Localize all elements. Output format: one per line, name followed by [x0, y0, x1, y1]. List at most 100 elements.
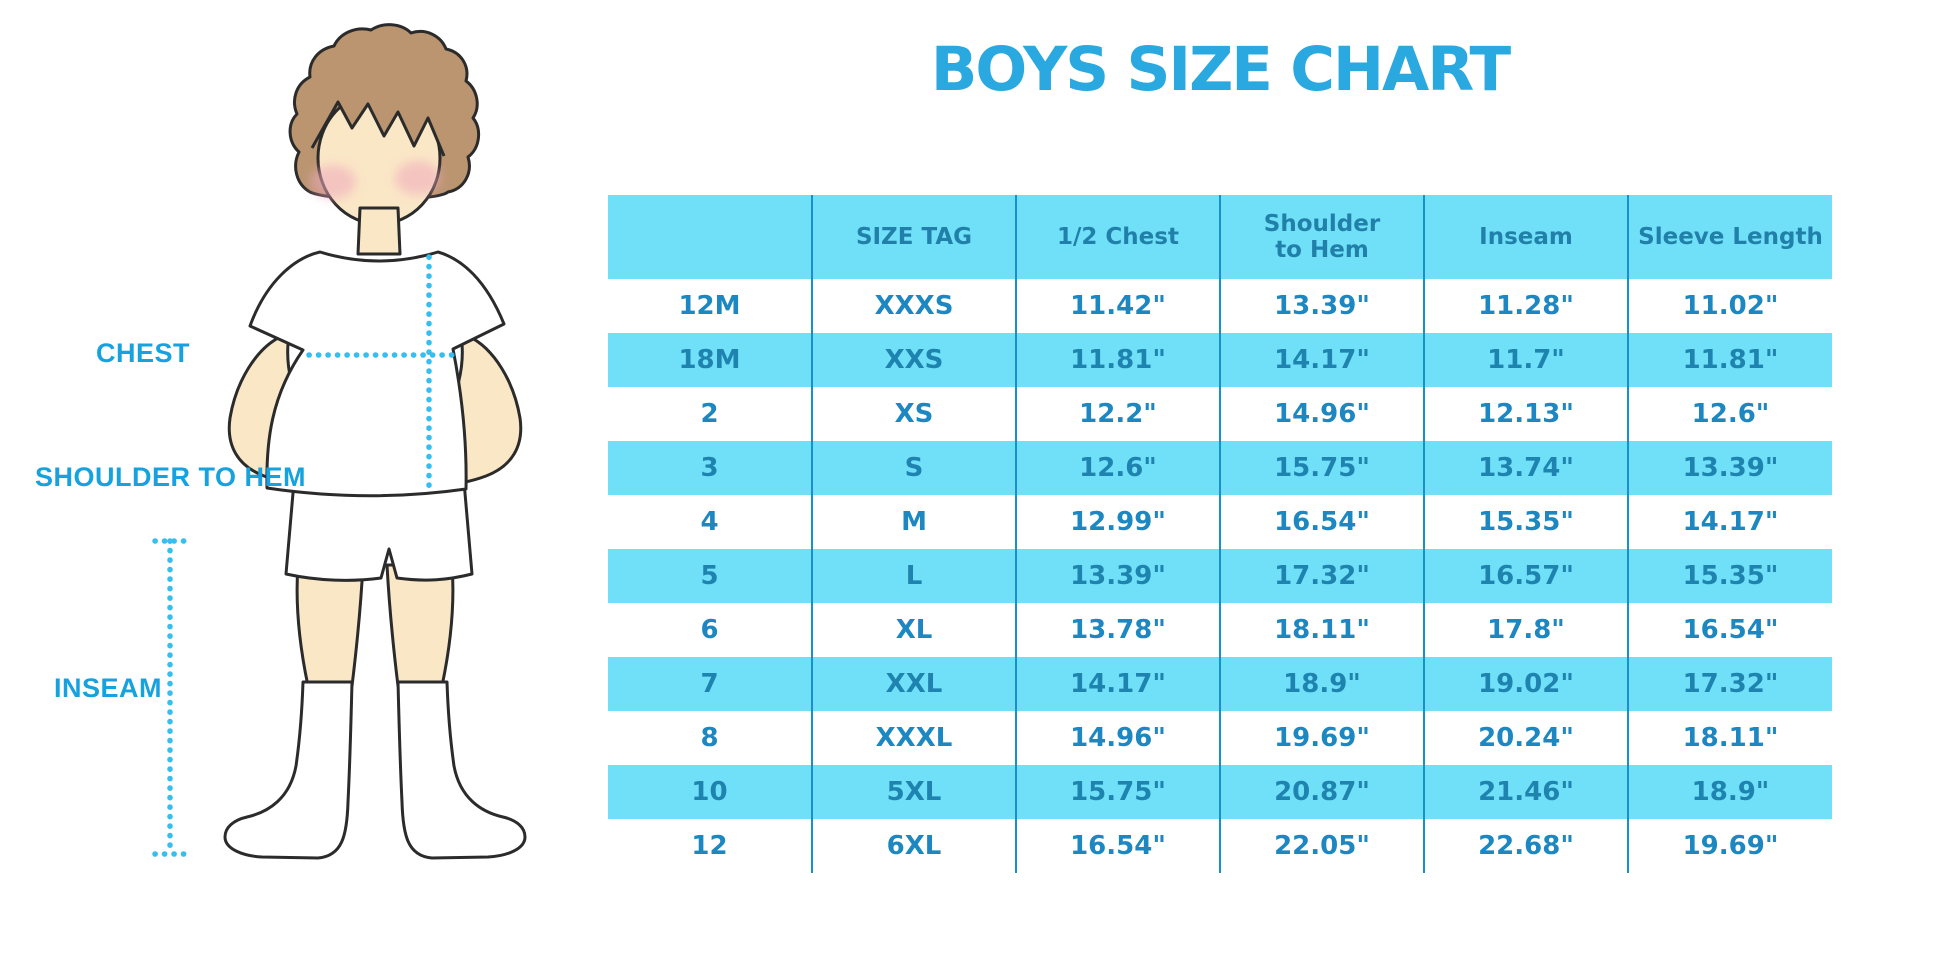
table-row: 12 6XL 16.54" 22.05" 22.68" 19.69"	[608, 819, 1832, 873]
measurement-cell: 14.17"	[1016, 657, 1221, 711]
measurement-cell: 17.8"	[1424, 603, 1629, 657]
measurement-cell: 18.9"	[1220, 657, 1425, 711]
measurement-cell: 15.35"	[1628, 549, 1832, 603]
column-header	[608, 195, 813, 279]
measurement-cell: 17.32"	[1628, 657, 1832, 711]
measurement-cell: 22.68"	[1424, 819, 1629, 873]
right-sock	[396, 680, 527, 860]
size-label-cell: 12	[608, 819, 813, 873]
measurement-cell: 19.69"	[1220, 711, 1425, 765]
table-row: 4 M 12.99" 16.54" 15.35" 14.17"	[608, 495, 1832, 549]
measurement-cell: 13.74"	[1424, 441, 1629, 495]
measurement-cell: 12.99"	[1016, 495, 1221, 549]
measurement-cell: 21.46"	[1424, 765, 1629, 819]
measurement-cell: 11.7"	[1424, 333, 1629, 387]
measurement-cell: 12.6"	[1016, 441, 1221, 495]
hair-fringe-edge	[310, 100, 446, 157]
measurement-cell: 20.24"	[1424, 711, 1629, 765]
hair-fringe	[311, 57, 447, 156]
measurement-cell: 19.02"	[1424, 657, 1629, 711]
table-row: 7 XXL 14.17" 18.9" 19.02" 17.32"	[608, 657, 1832, 711]
size-label-cell: 8	[608, 711, 813, 765]
measurement-cell: 12.13"	[1424, 387, 1629, 441]
size-label-cell: 18M	[608, 333, 813, 387]
shoulder-to-hem-label: SHOULDER TO HEM	[35, 462, 307, 492]
left-sock	[223, 680, 354, 860]
boy-figure	[223, 23, 527, 860]
measurement-cell: 16.54"	[1016, 819, 1221, 873]
measurement-cell: 11.81"	[1016, 333, 1221, 387]
measurement-cell: 19.69"	[1682, 831, 1779, 861]
left-leg	[295, 563, 365, 688]
right-leg	[385, 563, 455, 688]
measurement-cell: 16.54"	[1220, 495, 1425, 549]
measurement-cell: S	[812, 441, 1017, 495]
measurement-cell: 11.02"	[1682, 291, 1779, 321]
measurement-cell: 16.54"	[1682, 615, 1779, 645]
size-table-header-row: SIZE TAG 1/2 Chest Shoulder to Hem Inseam Sl…	[608, 195, 1832, 279]
measurement-cell: L	[812, 549, 1017, 603]
measurement-cell: 6XL	[812, 819, 1017, 873]
table-row: 18M XXS 11.81" 14.17" 11.7" 11.81"	[608, 333, 1832, 387]
measurement-cell: 13.78"	[1016, 603, 1221, 657]
table-row: 8 XXXL 14.96" 19.69" 20.24" 18.11"	[608, 711, 1832, 765]
column-header: SIZE TAG	[812, 195, 1017, 279]
measurement-cell: 20.87"	[1220, 765, 1425, 819]
measurement-cell: 13.39"	[1220, 279, 1425, 333]
chest-label: CHEST	[96, 338, 191, 368]
table-row: 5 L 13.39" 17.32" 16.57" 15.35"	[608, 549, 1832, 603]
measurement-cell: 18.9"	[1628, 765, 1832, 819]
neck-shape	[356, 206, 402, 256]
measurement-cell: 18.11"	[1220, 603, 1425, 657]
measurement-cell: 15.75"	[1220, 441, 1425, 495]
measurement-cell: M	[812, 495, 1017, 549]
measurement-cell: 13.39"	[1628, 441, 1832, 495]
table-row: 10 5XL 15.75" 20.87" 21.46" 18.9"	[608, 765, 1832, 819]
table-row: 2 XS 12.2" 14.96" 12.13" 12.6"	[608, 387, 1832, 441]
measurement-cell: 11.42"	[1016, 279, 1221, 333]
inseam-label: INSEAM	[54, 673, 163, 703]
size-table-body: 12M XXXS 11.42" 13.39" 11.28" 11.02" 18M XXS 11.…	[608, 279, 1832, 873]
table-row: 12M XXXS 11.42" 13.39" 11.28" 11.02"	[608, 279, 1832, 333]
table-row: 6 XL 13.78" 18.11" 17.8" 16.54"	[608, 603, 1832, 657]
boy-figure-illustration	[152, 23, 527, 860]
size-label-cell: 12M	[608, 279, 813, 333]
size-chart-table: SIZE TAG 1/2 Chest Shoulder to Hem Inseam Sl…	[608, 195, 1832, 873]
column-header: Sleeve Length	[1628, 195, 1832, 279]
measurement-cell: XXXS	[812, 279, 1017, 333]
measurement-guides	[152, 254, 464, 857]
measurement-cell: 11.81"	[1628, 333, 1832, 387]
measurement-cell: 18.11"	[1682, 723, 1779, 753]
measurement-cell: XXXL	[812, 711, 1017, 765]
measurement-cell: XS	[812, 387, 1017, 441]
column-header: 1/2 Chest	[1016, 195, 1221, 279]
column-header: Shoulder to Hem	[1220, 195, 1425, 279]
measurement-cell: 15.75"	[1016, 765, 1221, 819]
size-label-cell: 7	[608, 657, 813, 711]
shorts-shape	[284, 468, 474, 582]
measurement-cell: XXS	[812, 333, 1017, 387]
measurement-cell: 13.39"	[1016, 549, 1221, 603]
size-label-cell: 5	[608, 549, 813, 603]
measurement-cell: 12.2"	[1016, 387, 1221, 441]
size-label-cell: 6	[608, 603, 813, 657]
measurement-cell: 16.57"	[1424, 549, 1629, 603]
measurement-cell: 17.32"	[1220, 549, 1425, 603]
measurement-cell: 14.96"	[1220, 387, 1425, 441]
page-title: BOYS SIZE CHART	[930, 34, 1511, 105]
measurement-cell: 15.35"	[1424, 495, 1629, 549]
measurement-cell: 11.28"	[1424, 279, 1629, 333]
measurement-cell: 22.05"	[1220, 819, 1425, 873]
measurement-cell: XXL	[812, 657, 1017, 711]
measurement-cell: 14.17"	[1682, 507, 1779, 537]
measurement-cell: 12.6"	[1691, 399, 1770, 429]
measurement-cell: 5XL	[812, 765, 1017, 819]
measurement-cell: 14.17"	[1220, 333, 1425, 387]
column-header: Inseam	[1424, 195, 1629, 279]
blush-cheeks	[310, 161, 441, 199]
size-label-cell: 10	[608, 765, 813, 819]
measurement-cell: 14.96"	[1016, 711, 1221, 765]
size-label-cell: 2	[608, 387, 813, 441]
table-row: 3 S 12.6" 15.75" 13.74" 13.39"	[608, 441, 1832, 495]
